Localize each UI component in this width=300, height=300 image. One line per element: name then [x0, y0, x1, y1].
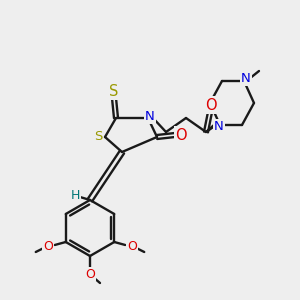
Text: N: N — [214, 119, 224, 133]
Text: S: S — [109, 83, 119, 98]
Text: S: S — [94, 130, 102, 143]
Text: O: O — [43, 241, 53, 254]
Text: H: H — [71, 189, 80, 202]
Text: O: O — [127, 241, 137, 254]
Text: O: O — [85, 268, 95, 281]
Text: O: O — [175, 128, 187, 142]
Text: N: N — [145, 110, 155, 124]
Text: O: O — [205, 98, 217, 112]
Text: N: N — [241, 73, 251, 85]
